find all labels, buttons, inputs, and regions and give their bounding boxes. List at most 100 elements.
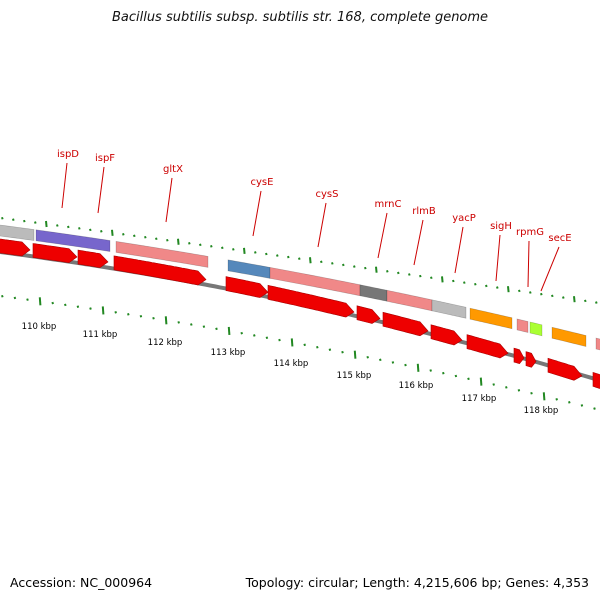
accession-text: Accession: NC_000964 — [10, 575, 153, 590]
outer-tick — [320, 260, 323, 264]
outer-tick — [89, 228, 92, 232]
outer-tick — [408, 273, 411, 276]
inner-tick — [26, 298, 29, 301]
inner-tick — [177, 321, 180, 324]
inner-tick — [51, 301, 54, 305]
gene-label-yacP: yacP — [452, 213, 476, 224]
outer-tick — [221, 246, 224, 250]
leader-line — [413, 219, 424, 266]
gene-label-sigH: sigH — [490, 221, 512, 232]
outer-tick — [199, 243, 202, 247]
gene-region-bar — [115, 241, 209, 268]
leader-line — [165, 177, 173, 223]
inner-tick — [366, 355, 369, 359]
gene-region-bar — [35, 229, 111, 252]
map-title: Bacillus subtilis subsp. subtilis str. 1… — [111, 10, 489, 25]
cds-arrow — [0, 238, 31, 257]
inner-tick — [379, 358, 382, 362]
gene-label-cysS: cysS — [316, 189, 339, 200]
kbp-label: 111 kbp — [83, 330, 118, 340]
inner-tick — [240, 331, 243, 335]
inner-tick — [404, 363, 407, 367]
leader-line — [317, 202, 327, 248]
leader-line — [527, 240, 530, 288]
outer-tick — [1, 216, 4, 220]
cds-arrows — [0, 238, 600, 389]
outer-tick — [507, 286, 510, 293]
outer-tick — [111, 229, 114, 236]
gene-region-bar — [516, 318, 529, 333]
outer-tick — [463, 281, 466, 284]
outer-tick — [584, 299, 587, 303]
outer-tick — [254, 251, 257, 254]
outer-tick — [133, 234, 136, 238]
gene-region-bar — [551, 326, 587, 347]
kbp-label: 113 kbp — [211, 348, 246, 358]
outer-tick — [56, 224, 59, 227]
gene-region-bar — [595, 337, 600, 351]
outer-tick — [287, 255, 290, 259]
outer-tick — [210, 245, 213, 248]
gene-region-bar — [359, 284, 388, 302]
cds-arrow — [466, 334, 509, 359]
inner-tick — [316, 345, 319, 349]
gene-label-ispF: ispF — [95, 153, 115, 164]
gene-region-bar — [0, 224, 35, 241]
inner-tick — [479, 377, 483, 386]
inner-tick — [454, 374, 458, 378]
leader-line — [454, 226, 464, 274]
outer-tick — [243, 247, 246, 255]
kbp-label: 112 kbp — [148, 338, 183, 348]
outer-tick — [342, 263, 345, 267]
outer-tick — [518, 289, 521, 293]
genome-stats-text: Topology: circular; Length: 4,215,606 bp… — [245, 575, 589, 590]
gene-region-bar — [529, 321, 543, 337]
outer-tick — [573, 296, 576, 303]
inner-tick — [152, 316, 155, 320]
inner-tick — [38, 297, 42, 306]
leader-line — [61, 162, 68, 209]
cds-arrow — [267, 284, 355, 318]
cds-arrow — [547, 357, 583, 381]
outer-tick — [540, 292, 543, 296]
leader-line — [495, 234, 501, 282]
cds-arrow — [32, 243, 78, 264]
kbp-label: 118 kbp — [524, 406, 559, 416]
inner-tick — [164, 316, 168, 325]
cds-arrow — [225, 276, 269, 298]
kbp-label: 117 kbp — [462, 394, 497, 404]
inner-tick — [353, 350, 357, 359]
inner-tick — [568, 401, 571, 404]
inner-tick — [13, 296, 17, 300]
outer-tick — [265, 252, 268, 256]
inner-tick — [265, 336, 269, 340]
outer-tick — [353, 265, 356, 268]
inner-tick — [215, 327, 218, 331]
outer-tick — [34, 221, 37, 224]
gene-label-gltX: gltX — [163, 164, 183, 175]
kbp-labels: 110 kbp 111 kbp 112 kbp 113 kbp 114 kbp 115 k… — [22, 322, 559, 416]
outer-tick — [331, 262, 334, 265]
inner-tick — [290, 338, 294, 347]
gene-label-rlmB: rlmB — [412, 206, 436, 217]
gene-region-bar — [227, 259, 271, 279]
inner-tick — [114, 311, 117, 314]
gene-region-bar — [431, 299, 467, 319]
gene-label-mrnC: mrnC — [375, 199, 402, 210]
outer-tick — [309, 257, 312, 264]
outer-tick — [23, 219, 26, 223]
cds-arrow — [513, 347, 525, 365]
outer-tick — [386, 270, 389, 273]
outer-tick — [122, 233, 125, 236]
gene-region-bar — [469, 307, 513, 330]
outer-tick — [12, 218, 15, 221]
cds-arrow — [382, 311, 429, 337]
inner-tick — [227, 326, 231, 336]
outer-tick — [397, 271, 400, 275]
inner-tick — [492, 383, 495, 386]
gene-label-secE: secE — [548, 233, 571, 244]
inner-tick — [1, 294, 4, 298]
leader-line — [377, 212, 388, 259]
inner-tick — [76, 305, 80, 308]
inner-tick — [416, 363, 420, 372]
